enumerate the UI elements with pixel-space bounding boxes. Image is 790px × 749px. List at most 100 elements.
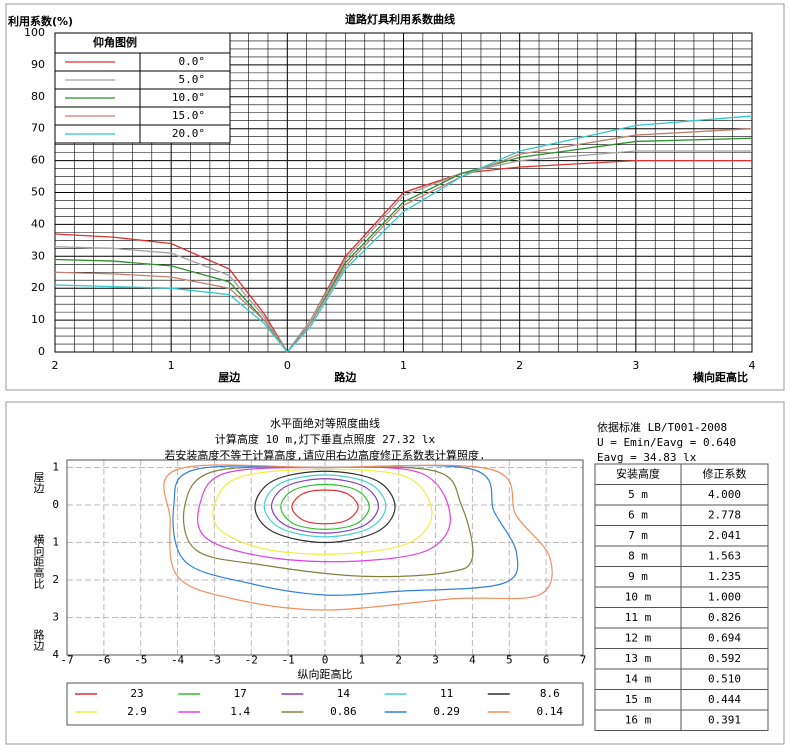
x-side-label: 屋边 (218, 370, 241, 384)
x-tick-label: 0 (284, 359, 291, 372)
y-axis-label: 横向距高比 (32, 532, 45, 588)
standard-text: Eavg = 34.83 lx (597, 451, 697, 464)
legend-label: 8.6 (540, 687, 560, 700)
plot-frame (66, 459, 584, 656)
y-tick-label: 2 (52, 573, 59, 586)
table-cell: 0.592 (708, 652, 741, 665)
contour-line (182, 466, 474, 578)
x-tick-label: 6 (543, 653, 550, 666)
standard-text: U = Emin/Eavg = 0.640 (597, 436, 736, 449)
table-cell: 6 m (628, 508, 648, 521)
x-tick-label: -7 (60, 653, 73, 666)
chart-title: 道路灯具利用系数曲线 (345, 12, 455, 26)
bottom-panel (5, 401, 785, 745)
legend-label: 14 (337, 687, 351, 700)
x-axis-label: 纵向距高比 (298, 667, 353, 681)
x-tick-label: 4 (469, 653, 476, 666)
contour-line (270, 478, 380, 534)
legend-label: 20.0° (172, 127, 205, 140)
legend-title: 仰角图例 (93, 35, 137, 49)
table-cell: 1.235 (708, 570, 741, 583)
legend-label: 11 (440, 687, 453, 700)
x-tick-label: 2 (52, 359, 59, 372)
table-cell: 1.000 (708, 590, 741, 603)
table-cell: 0.510 (708, 672, 741, 685)
y-tick-label: 50 (31, 186, 45, 199)
table-cell: 14 m (625, 672, 652, 685)
contour-line (163, 464, 553, 611)
y-side-label: 路边 (32, 629, 45, 651)
x-tick-label: 2 (395, 653, 402, 666)
table-cell: 16 m (625, 713, 652, 726)
table-cell: 15 m (625, 693, 652, 706)
x-axis-label: 横向距高比 (693, 370, 748, 384)
legend-label: 0.0° (179, 55, 206, 68)
contour-line (212, 468, 433, 555)
x-tick-label: 4 (749, 359, 756, 372)
y-tick-label: 80 (31, 90, 45, 103)
data-line (54, 150, 752, 354)
x-tick-label: 0 (322, 653, 329, 666)
top-panel (5, 3, 785, 391)
x-tick-label: -3 (208, 653, 221, 666)
y-tick-label: 40 (31, 217, 45, 230)
table-cell: 0.444 (708, 693, 741, 706)
table-header: 修正系数 (703, 466, 747, 480)
y-tick-label: 0 (38, 345, 45, 358)
table-cell: 12 m (625, 631, 652, 644)
table-cell: 9 m (628, 570, 648, 583)
table-header: 安装高度 (616, 466, 660, 480)
legend-label: 17 (234, 687, 247, 700)
data-line (54, 115, 753, 353)
x-tick-label: 1 (359, 653, 366, 666)
legend-label: 1.4 (230, 705, 250, 718)
chart-title: 水平面绝对等照度曲线 (270, 416, 380, 430)
table-cell: 11 m (625, 611, 652, 624)
legend-label: 2.9 (127, 705, 147, 718)
standard-text: 依据标准 LB/T001-2008 (597, 420, 727, 434)
x-tick-label: -2 (245, 653, 258, 666)
y-tick-label: 4 (52, 648, 59, 661)
y-tick-label: 3 (52, 611, 59, 624)
table-cell: 13 m (625, 652, 652, 665)
table-cell: 0.391 (708, 713, 741, 726)
x-tick-label: 1 (168, 359, 175, 372)
table-cell: 0.826 (708, 611, 741, 624)
table-cell: 7 m (628, 529, 648, 542)
x-tick-label: 2 (516, 359, 523, 372)
legend-box (66, 682, 584, 726)
y-axis-label: 利用系数(%) (8, 14, 73, 28)
legend-label: 0.86 (330, 705, 357, 718)
contour-line (280, 483, 370, 530)
x-tick-label: -5 (134, 653, 147, 666)
legend-label: 0.14 (537, 705, 564, 718)
table-cell: 2.778 (708, 508, 741, 521)
x-tick-label: 5 (506, 653, 513, 666)
table-cell: 8 m (628, 549, 648, 562)
legend-label: 15.0° (172, 109, 205, 122)
contour-line (263, 474, 387, 538)
x-tick-label: -4 (171, 653, 185, 666)
table-cell: 1.563 (708, 549, 741, 562)
y-tick-label: 10 (31, 313, 45, 326)
data-line (54, 128, 753, 354)
contour-line (254, 470, 396, 544)
y-tick-label: 70 (31, 122, 45, 135)
legend-label: 5.0° (179, 73, 206, 86)
table-cell: 10 m (625, 590, 652, 603)
y-tick-label: 30 (31, 249, 45, 262)
x-tick-label: 3 (432, 653, 439, 666)
y-tick-label: 0 (52, 498, 59, 511)
table-cell: 4.000 (708, 488, 741, 501)
y-tick-label: 90 (31, 58, 45, 71)
contour-line (291, 489, 359, 525)
x-tick-label: -6 (97, 653, 110, 666)
chart-subtitle: 计算高度 10 m,灯下垂直点照度 27.32 lx (215, 432, 436, 446)
y-tick-label: 100 (24, 26, 45, 39)
chart-note: 若安装高度不等于计算高度,请应用右边高度修正系数表计算照度. (164, 448, 485, 462)
x-tick-label: 1 (400, 359, 407, 372)
legend: 仰角图例 0.0° 5.0° 10.0° 15.0° 20.0° (54, 32, 231, 144)
contour-line (172, 464, 519, 596)
y-tick-label: 1 (52, 536, 59, 549)
